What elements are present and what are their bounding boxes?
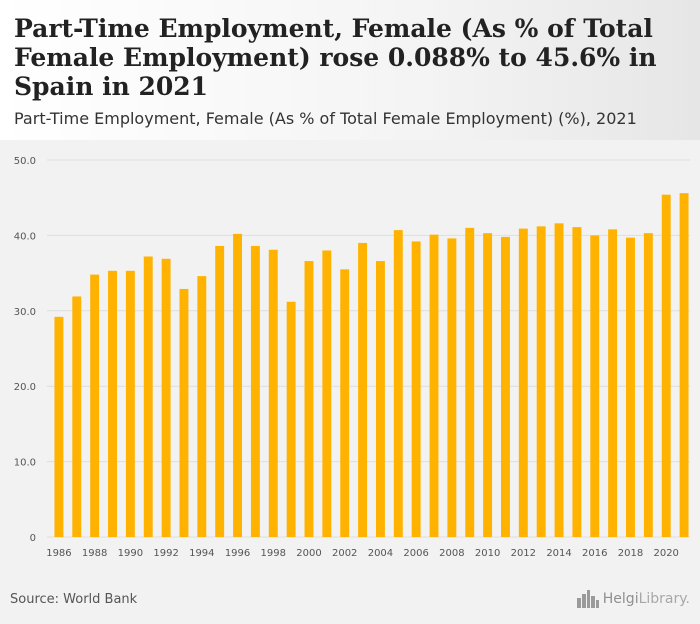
x-tick-label: 2000	[296, 548, 321, 559]
bar-2005	[393, 230, 403, 537]
bar-2006	[411, 241, 421, 537]
bar-2000	[304, 261, 314, 537]
bar-2004	[375, 261, 385, 537]
bar-2002	[340, 269, 350, 537]
bar-2012	[518, 228, 528, 537]
x-tick-label: 1988	[82, 548, 107, 559]
x-tick-label: 2008	[439, 548, 464, 559]
page-title: Part-Time Employment, Female (As % of To…	[14, 14, 657, 101]
bar-1989	[108, 270, 117, 537]
bar-2017	[608, 229, 618, 538]
y-tick-label: 40.0	[14, 231, 36, 242]
bar-1995	[215, 245, 225, 537]
bar-1997	[250, 245, 260, 537]
x-tick-label: 2004	[368, 548, 393, 559]
bar-2021	[679, 193, 689, 537]
bar-2019	[643, 233, 653, 537]
bar-2013	[536, 226, 546, 537]
bar-2003	[358, 242, 368, 537]
y-tick-label: 10.0	[14, 458, 36, 469]
x-tick-label: 2002	[332, 548, 357, 559]
city-skyline-icon	[576, 590, 599, 608]
bar-1988	[90, 274, 100, 537]
bar-2010	[483, 233, 493, 537]
bar-2001	[322, 250, 332, 537]
y-tick-label: 20.0	[14, 382, 36, 393]
brand-logo: Helgi Library.	[576, 590, 690, 608]
bar-2015	[572, 227, 582, 537]
bar-1993	[179, 288, 189, 537]
x-tick-label: 2012	[511, 548, 536, 559]
bar-1991	[143, 256, 153, 537]
bar-1992	[161, 258, 171, 537]
x-tick-label: 1986	[46, 548, 71, 559]
x-tick-label: 2006	[403, 548, 428, 559]
x-tick-label: 1996	[225, 548, 250, 559]
bar-1999	[286, 301, 296, 537]
x-tick-label: 2014	[546, 548, 571, 559]
source-label: Source: World Bank	[10, 592, 138, 607]
bar-2018	[626, 237, 635, 538]
x-tick-label: 2010	[475, 548, 500, 559]
bar-1994	[197, 276, 207, 537]
x-tick-label: 2018	[618, 548, 643, 559]
brand-name-part2: Library.	[638, 591, 690, 607]
y-tick-label: 30.0	[14, 307, 36, 318]
bar-1990	[125, 270, 135, 537]
x-tick-label: 1994	[189, 548, 214, 559]
bar-2008	[447, 238, 457, 537]
chart-subtitle: Part-Time Employment, Female (As % of To…	[14, 109, 637, 128]
bar-2009	[465, 227, 475, 538]
bar-1998	[268, 249, 278, 537]
x-tick-label: 1990	[118, 548, 143, 559]
x-tick-label: 2020	[653, 548, 678, 559]
bar-1986	[54, 316, 64, 537]
x-tick-label: 2016	[582, 548, 607, 559]
y-tick-label: 50.0	[14, 156, 36, 167]
bar-2016	[590, 235, 600, 537]
header-panel	[0, 0, 700, 140]
brand-name-part1: Helgi	[602, 591, 639, 607]
bar-2020	[661, 194, 671, 537]
bar-chart: 0 10.0 20.0 30.0 40.0 50.0 1986 1988 1990 1992 199…	[14, 156, 690, 559]
bar-2007	[429, 234, 439, 537]
x-tick-label: 1998	[261, 548, 286, 559]
y-tick-label: 0	[30, 533, 36, 544]
bar-2011	[500, 236, 510, 537]
x-tick-label: 1992	[153, 548, 178, 559]
bar-1996	[233, 233, 243, 537]
bar-1987	[72, 296, 82, 537]
bar-2014	[554, 223, 564, 537]
